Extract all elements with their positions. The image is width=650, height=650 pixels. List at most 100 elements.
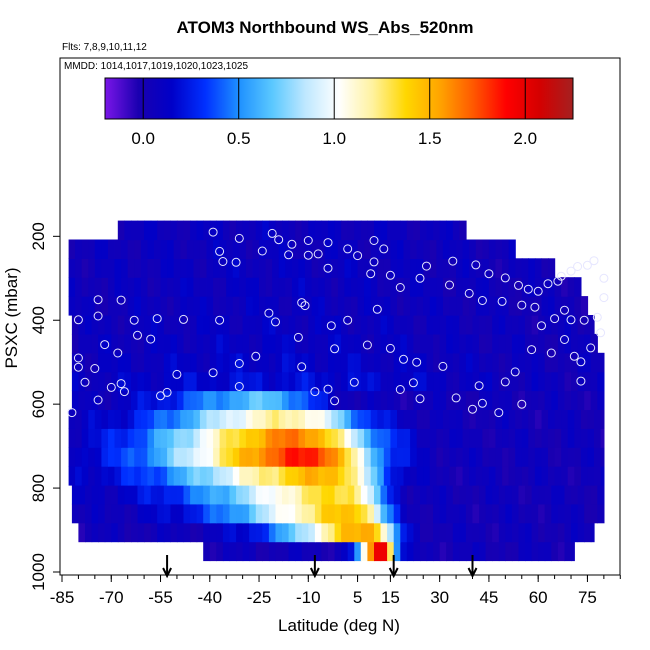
heatmap-cell xyxy=(406,390,414,410)
heatmap-cell xyxy=(548,258,556,278)
heatmap-cell xyxy=(420,352,428,373)
sample-point xyxy=(303,250,313,260)
heatmap-cell xyxy=(295,220,303,241)
heatmap-cell xyxy=(278,239,286,259)
heatmap-cell xyxy=(357,277,365,297)
heatmap-cell xyxy=(127,409,135,429)
heatmap-cell xyxy=(387,484,395,505)
heatmap-cell xyxy=(78,315,86,335)
heatmap-cell xyxy=(377,428,385,448)
heatmap-cell xyxy=(236,503,244,524)
heatmap-cell xyxy=(222,503,231,524)
heatmap-cell xyxy=(216,541,224,562)
heatmap-cell xyxy=(150,220,158,241)
heatmap-cell xyxy=(426,390,434,410)
heatmap-cell xyxy=(475,466,483,486)
heatmap-cell xyxy=(397,277,405,297)
heatmap-cell xyxy=(347,333,355,354)
heatmap-cell xyxy=(580,296,589,316)
heatmap-cell xyxy=(551,522,559,543)
heatmap-cell xyxy=(469,447,477,467)
heatmap-cell xyxy=(124,371,132,392)
heatmap-cell xyxy=(117,390,125,410)
sample-point xyxy=(514,280,523,290)
heatmap-cell xyxy=(216,371,224,392)
heatmap-cell xyxy=(314,371,323,392)
heatmap-cell xyxy=(170,390,178,410)
heatmap-cell xyxy=(544,315,552,335)
heatmap-cell xyxy=(597,390,605,410)
heatmap-cell xyxy=(462,258,470,278)
sample-point xyxy=(537,321,546,331)
heatmap-cell xyxy=(479,541,487,562)
heatmap-cell xyxy=(154,239,162,259)
heatmap-cell xyxy=(459,522,467,543)
heatmap-cell xyxy=(173,239,181,259)
heatmap-cell xyxy=(594,428,602,448)
heatmap-cell xyxy=(324,277,332,297)
heatmap-cell xyxy=(288,315,296,335)
heatmap-cell xyxy=(383,258,391,278)
heatmap-cell xyxy=(193,447,201,467)
heatmap-cell xyxy=(397,428,405,448)
heatmap-cell xyxy=(94,447,102,467)
heatmap-cell xyxy=(357,239,365,259)
heatmap-cell xyxy=(259,258,267,278)
heatmap-cell xyxy=(255,522,263,543)
heatmap-cell xyxy=(390,428,398,448)
heatmap-cell xyxy=(331,277,339,297)
heatmap-cell xyxy=(324,447,332,467)
heatmap-cell xyxy=(446,503,454,524)
heatmap-cell xyxy=(101,239,109,259)
heatmap-cell xyxy=(131,333,139,354)
heatmap-cell xyxy=(68,277,76,297)
heatmap-cell xyxy=(275,541,283,562)
heatmap-cell xyxy=(137,220,145,241)
heatmap-cell xyxy=(222,522,231,543)
heatmap-cell xyxy=(518,541,526,562)
heatmap-cell xyxy=(406,315,414,335)
sample-point xyxy=(395,385,405,394)
heatmap-cell xyxy=(75,409,83,429)
heatmap-cell xyxy=(393,352,401,373)
heatmap-cell xyxy=(137,484,145,505)
heatmap-cell xyxy=(344,409,352,429)
heatmap-cell xyxy=(518,484,526,505)
heatmap-cell xyxy=(124,484,132,505)
heatmap-cell xyxy=(209,371,217,392)
heatmap-cell xyxy=(170,371,178,392)
heatmap-cell xyxy=(544,484,552,505)
heatmap-cell xyxy=(275,333,283,354)
heatmap-cell xyxy=(511,333,520,354)
heatmap-cell xyxy=(186,296,194,316)
heatmap-cell xyxy=(285,428,293,448)
heatmap-cell xyxy=(377,239,385,259)
heatmap-cell xyxy=(183,371,191,392)
heatmap-cell xyxy=(81,447,89,467)
x-tick-label: 60 xyxy=(529,588,548,607)
heatmap-cell xyxy=(94,277,102,297)
heatmap-cell xyxy=(206,409,214,429)
heatmap-cell xyxy=(442,428,451,448)
heatmap-cell xyxy=(298,447,306,467)
x-tick-label: 15 xyxy=(381,588,400,607)
heatmap-cell xyxy=(561,466,569,486)
heatmap-cell xyxy=(199,296,208,316)
sample-point xyxy=(330,344,340,354)
heatmap-cell xyxy=(91,484,99,505)
heatmap-cell xyxy=(498,390,506,410)
heatmap-cell xyxy=(328,484,336,505)
heatmap-cell xyxy=(196,371,204,392)
heatmap-cell xyxy=(147,409,155,429)
heatmap-cell xyxy=(180,296,188,316)
heatmap-cell xyxy=(180,466,188,486)
heatmap-cell xyxy=(157,220,165,241)
heatmap-cell xyxy=(406,484,414,505)
heatmap-cell xyxy=(219,466,227,486)
heatmap-cell xyxy=(305,239,313,259)
heatmap-cell xyxy=(472,541,480,562)
heatmap-cell xyxy=(505,390,513,410)
heatmap-cell xyxy=(436,258,444,278)
heatmap-cell xyxy=(426,220,434,241)
heatmap-cell xyxy=(318,258,326,278)
